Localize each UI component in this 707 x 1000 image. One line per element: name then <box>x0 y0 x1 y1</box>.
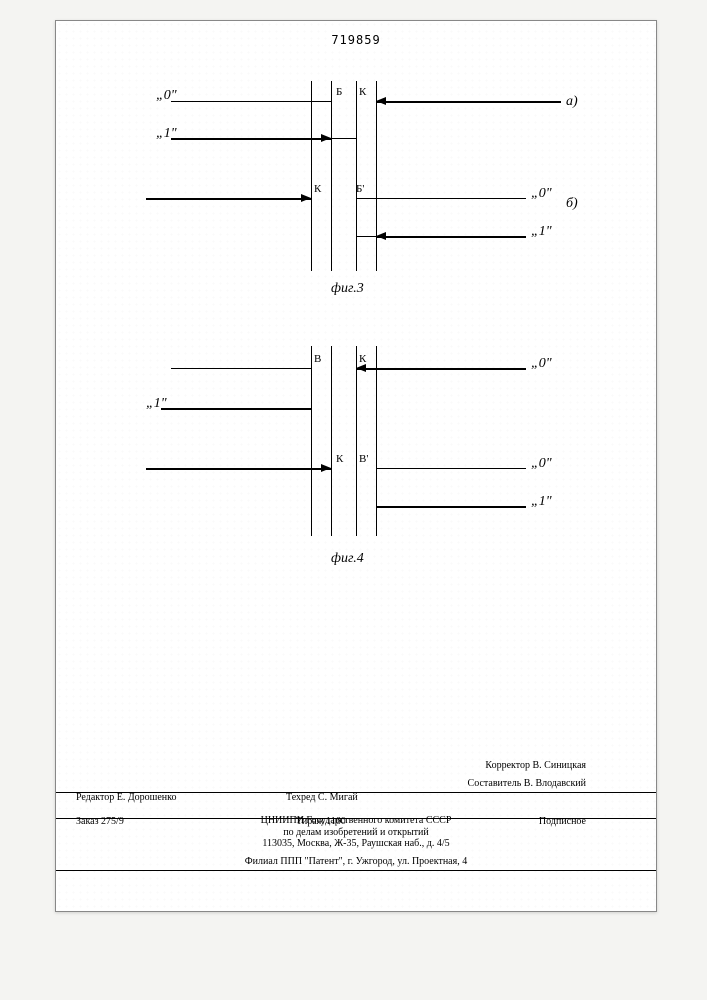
line <box>171 368 311 369</box>
label: Б' <box>356 183 364 195</box>
page: 719859 а) „0" Б К „1" б) „0" Б' К „1" фиг.3 „0" В К „1… <box>55 20 657 912</box>
footer-rule-3 <box>56 870 656 871</box>
label: „0" <box>531 456 552 472</box>
vline <box>311 81 312 271</box>
label: фиг.3 <box>331 281 364 297</box>
label: Б <box>336 86 342 98</box>
arrow-left <box>376 232 386 240</box>
label: В <box>314 353 321 365</box>
footer-addr: 113035, Москва, Ж-35, Раушская наб., д. … <box>56 837 656 851</box>
label: а) <box>566 94 578 110</box>
step-join <box>356 198 357 236</box>
label: „1" <box>156 126 177 142</box>
footer-tech: Техред С. Мигай <box>286 791 358 805</box>
label: „1" <box>531 224 552 240</box>
label: К <box>336 453 343 465</box>
label: К <box>359 353 366 365</box>
footer-compiler: Составитель В. Влодавский <box>468 777 586 791</box>
label: В' <box>359 453 368 465</box>
line <box>376 506 526 507</box>
line <box>356 198 526 199</box>
step-join <box>331 101 332 138</box>
label: фиг.4 <box>331 551 364 567</box>
footer-editor: Редактор Е. Дорошенко <box>76 791 177 805</box>
line <box>171 101 331 102</box>
label: К <box>359 86 366 98</box>
step-join <box>376 468 377 506</box>
arrow-left <box>376 97 386 105</box>
label: „1" <box>531 494 552 510</box>
vline <box>331 346 332 536</box>
label: „0" <box>156 88 177 104</box>
vline <box>356 346 357 536</box>
diagram-canvas: а) „0" Б К „1" б) „0" Б' К „1" фиг.3 „0" В К „1" „0" В' К… <box>56 46 656 606</box>
doc-number: 719859 <box>331 33 380 47</box>
line <box>376 468 526 469</box>
arrow-right <box>321 464 331 472</box>
line <box>356 368 526 370</box>
line <box>146 198 311 200</box>
label: б) <box>566 196 578 212</box>
label: К <box>314 183 321 195</box>
arrow-right <box>301 194 311 202</box>
line <box>146 468 331 470</box>
footer-branch: Филиал ППП "Патент", г. Ужгород, ул. Про… <box>56 855 656 869</box>
vline <box>376 81 377 271</box>
arrow-right <box>321 134 331 142</box>
arrow-left <box>356 364 366 372</box>
label: „1" <box>146 396 167 412</box>
line <box>161 408 311 409</box>
label: „0" <box>531 356 552 372</box>
footer-corrector: Корректор В. Синицкая <box>485 759 586 773</box>
vline <box>356 81 357 271</box>
step-join <box>311 368 312 408</box>
line <box>376 101 561 103</box>
label: „0" <box>531 186 552 202</box>
